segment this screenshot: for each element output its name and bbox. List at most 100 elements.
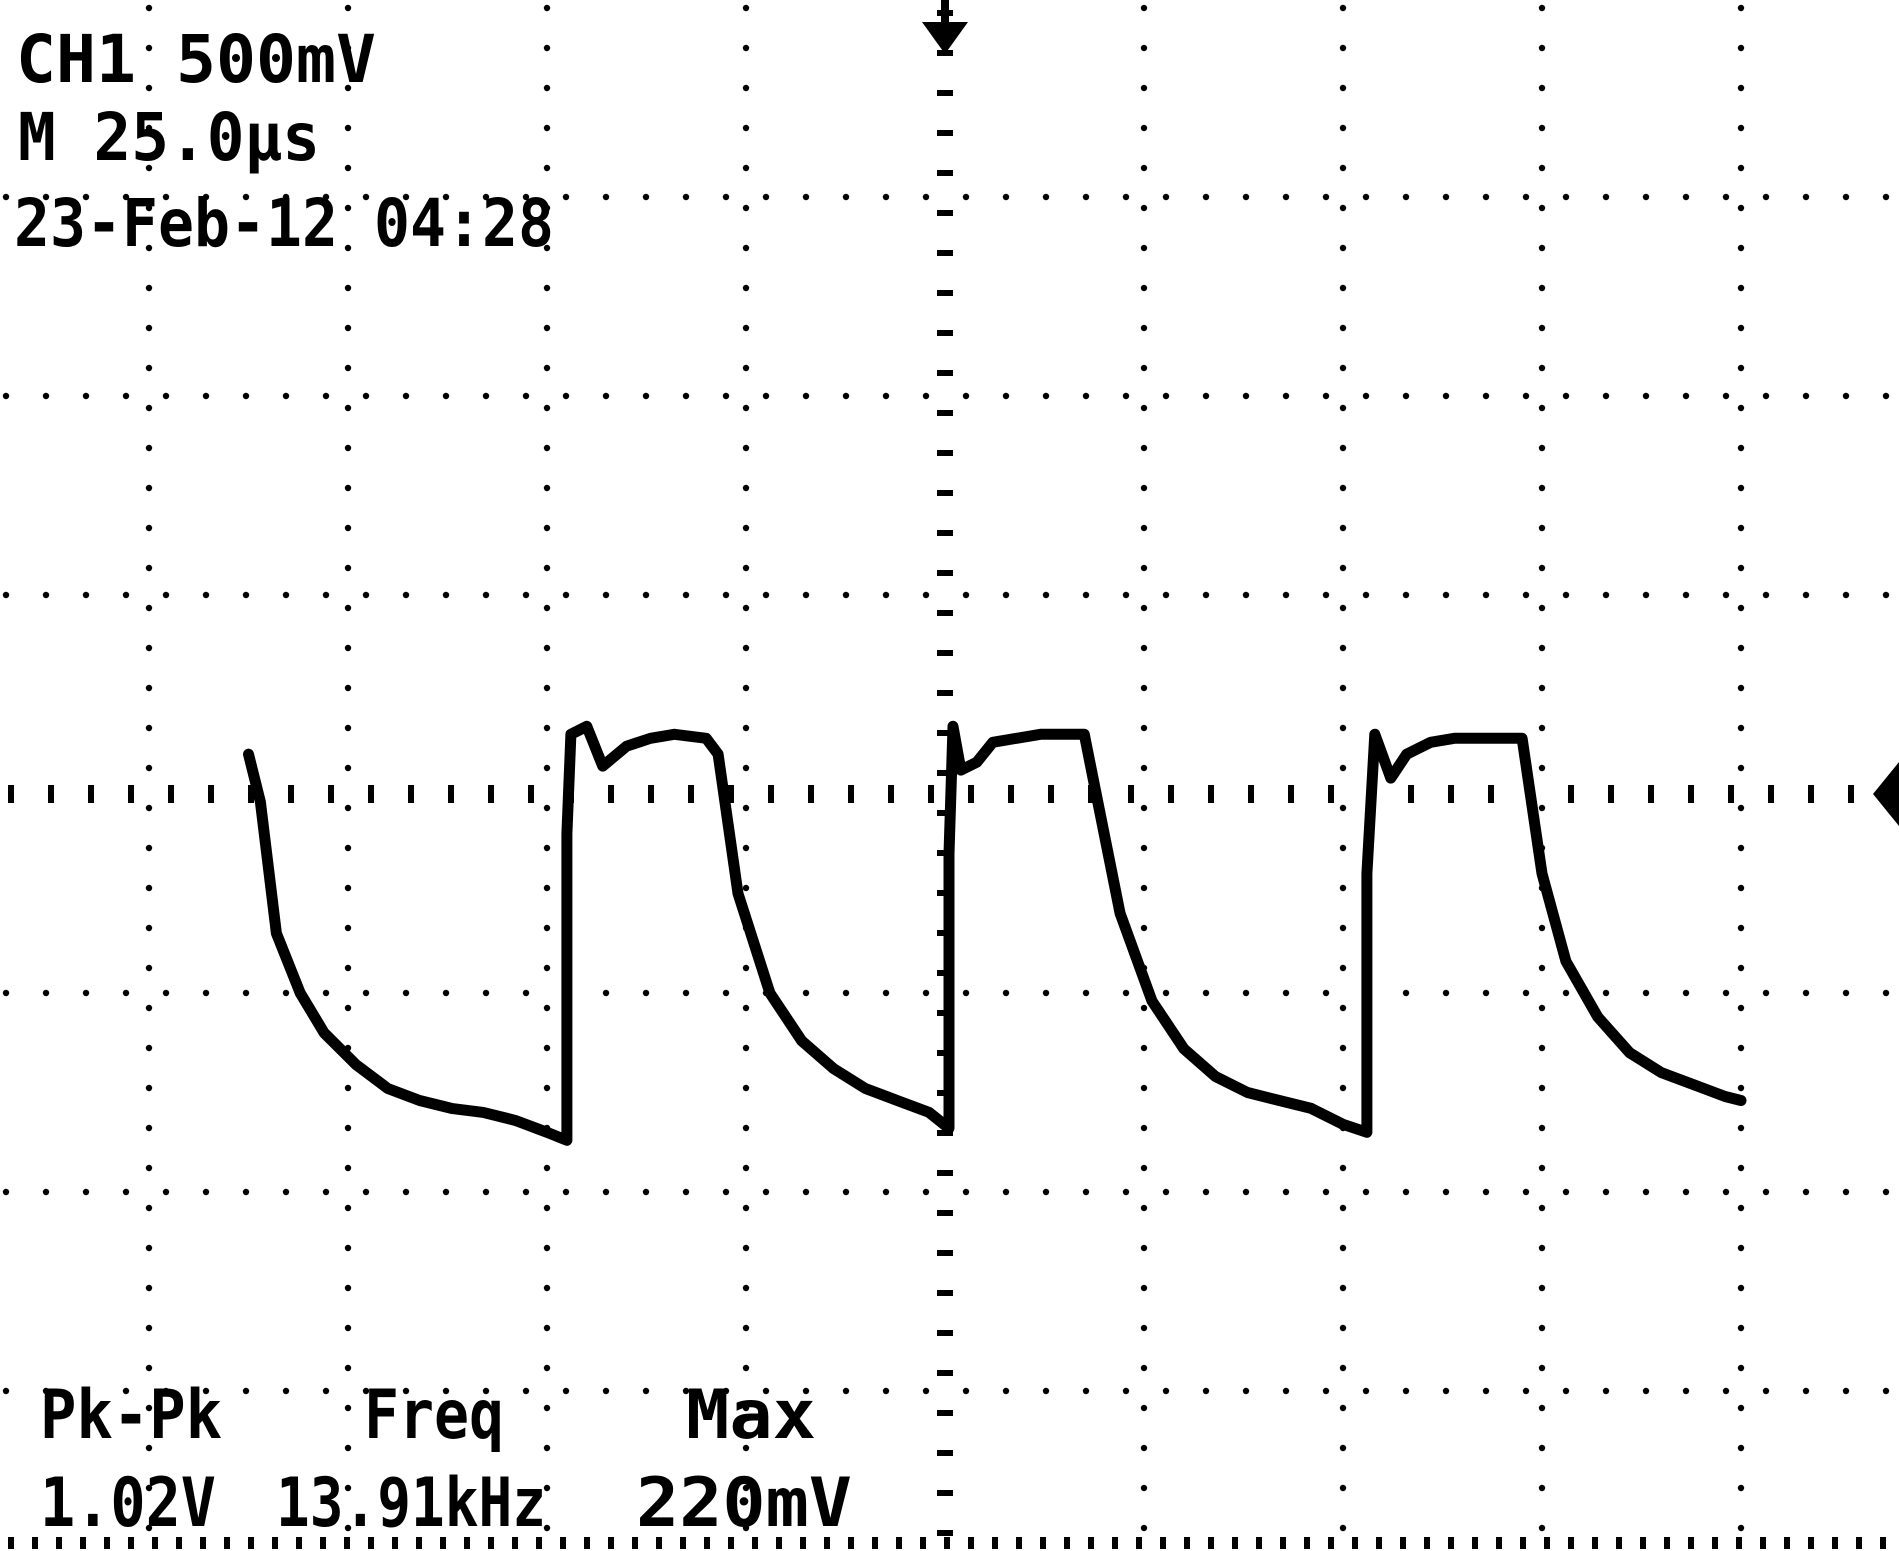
graticule-dot — [1082, 1188, 1090, 1196]
graticule-dot — [322, 1188, 330, 1196]
graticule-dot — [1538, 324, 1546, 332]
graticule-dot — [742, 884, 750, 892]
graticule-dot — [145, 924, 153, 932]
center-horizontal-tick — [8, 785, 14, 803]
graticule-dot — [145, 1444, 153, 1452]
graticule-dot — [962, 1188, 970, 1196]
graticule-dot — [344, 844, 352, 852]
graticule-dot — [1140, 1164, 1148, 1172]
graticule-dot — [145, 1124, 153, 1132]
graticule-dot — [762, 392, 770, 400]
graticule-dot — [682, 392, 690, 400]
graticule-dot — [543, 1044, 551, 1052]
bottom-edge-tick — [776, 1537, 782, 1549]
graticule-dot — [82, 989, 90, 997]
graticule-dot — [742, 684, 750, 692]
graticule-dot — [543, 524, 551, 532]
graticule-dot — [1562, 1188, 1570, 1196]
graticule-dot — [1538, 164, 1546, 172]
graticule-dot — [1339, 964, 1347, 972]
graticule-dot — [742, 524, 750, 532]
graticule-dot — [1042, 1188, 1050, 1196]
center-horizontal-tick — [728, 785, 734, 803]
graticule-dot — [802, 392, 810, 400]
bottom-edge-tick — [1016, 1537, 1022, 1549]
graticule-dot — [962, 1387, 970, 1395]
graticule-dot — [922, 1387, 930, 1395]
graticule-dot — [1042, 392, 1050, 400]
graticule-dot — [602, 591, 610, 599]
graticule-dot — [802, 1188, 810, 1196]
bottom-edge-tick — [1064, 1537, 1070, 1549]
bottom-edge-tick — [584, 1537, 590, 1549]
graticule-dot — [1737, 244, 1745, 252]
graticule-dot — [145, 1324, 153, 1332]
graticule-dot — [1882, 1387, 1890, 1395]
bottom-edge-tick — [1376, 1537, 1382, 1549]
graticule-dot — [1737, 1444, 1745, 1452]
graticule-dot — [1737, 644, 1745, 652]
graticule-dot — [344, 1204, 352, 1212]
graticule-dot — [522, 193, 530, 201]
graticule-dot — [1682, 591, 1690, 599]
graticule-dot — [1339, 1004, 1347, 1012]
graticule-dot — [162, 591, 170, 599]
graticule-dot — [1202, 989, 1210, 997]
graticule-dot — [1737, 564, 1745, 572]
bottom-edge-tick — [512, 1537, 518, 1549]
graticule-dot — [543, 1004, 551, 1012]
graticule-dot — [1339, 364, 1347, 372]
graticule-dot — [1162, 1188, 1170, 1196]
center-vertical-tick — [937, 1170, 953, 1176]
center-horizontal-tick — [1808, 785, 1814, 803]
graticule-dot — [1402, 989, 1410, 997]
graticule-dot — [1842, 193, 1850, 201]
graticule-dot — [742, 1404, 750, 1412]
graticule-dot — [602, 1188, 610, 1196]
graticule-dot — [1737, 44, 1745, 52]
graticule-dot — [344, 764, 352, 772]
measurement-value: 1.02V — [40, 1464, 216, 1543]
graticule-dot — [344, 44, 352, 52]
bottom-edge-tick — [872, 1537, 878, 1549]
graticule-dot — [682, 1387, 690, 1395]
graticule-dot — [122, 989, 130, 997]
graticule-dot — [1082, 392, 1090, 400]
graticule-dot — [742, 124, 750, 132]
graticule-dot — [2, 591, 10, 599]
bottom-edge-tick — [8, 1537, 14, 1549]
graticule-dot — [362, 193, 370, 201]
graticule-dot — [802, 989, 810, 997]
graticule-dot — [1202, 392, 1210, 400]
center-vertical-tick — [937, 690, 953, 696]
graticule-dot — [145, 644, 153, 652]
graticule-dot — [922, 591, 930, 599]
bottom-edge-tick — [608, 1537, 614, 1549]
graticule-dot — [2, 1188, 10, 1196]
graticule-dot — [402, 591, 410, 599]
center-vertical-tick — [937, 410, 953, 416]
graticule-dot — [344, 884, 352, 892]
graticule-dot — [1242, 989, 1250, 997]
graticule-dot — [402, 989, 410, 997]
graticule-dot — [1242, 591, 1250, 599]
graticule-dot — [1682, 1188, 1690, 1196]
graticule-dot — [1538, 244, 1546, 252]
center-horizontal-tick — [328, 785, 334, 803]
graticule-dot — [344, 1164, 352, 1172]
graticule-dot — [145, 764, 153, 772]
bottom-edge-tick — [1664, 1537, 1670, 1549]
graticule-dot — [543, 644, 551, 652]
graticule-dot — [1140, 404, 1148, 412]
graticule-dot — [145, 1084, 153, 1092]
center-horizontal-tick — [608, 785, 614, 803]
graticule-dot — [802, 1387, 810, 1395]
graticule-dot — [962, 193, 970, 201]
graticule-dot — [1322, 989, 1330, 997]
graticule-dot — [1002, 392, 1010, 400]
graticule-dot — [1442, 591, 1450, 599]
bottom-edge-tick — [632, 1537, 638, 1549]
graticule-dot — [1737, 1044, 1745, 1052]
graticule-dot — [402, 392, 410, 400]
graticule-dot — [1140, 1324, 1148, 1332]
